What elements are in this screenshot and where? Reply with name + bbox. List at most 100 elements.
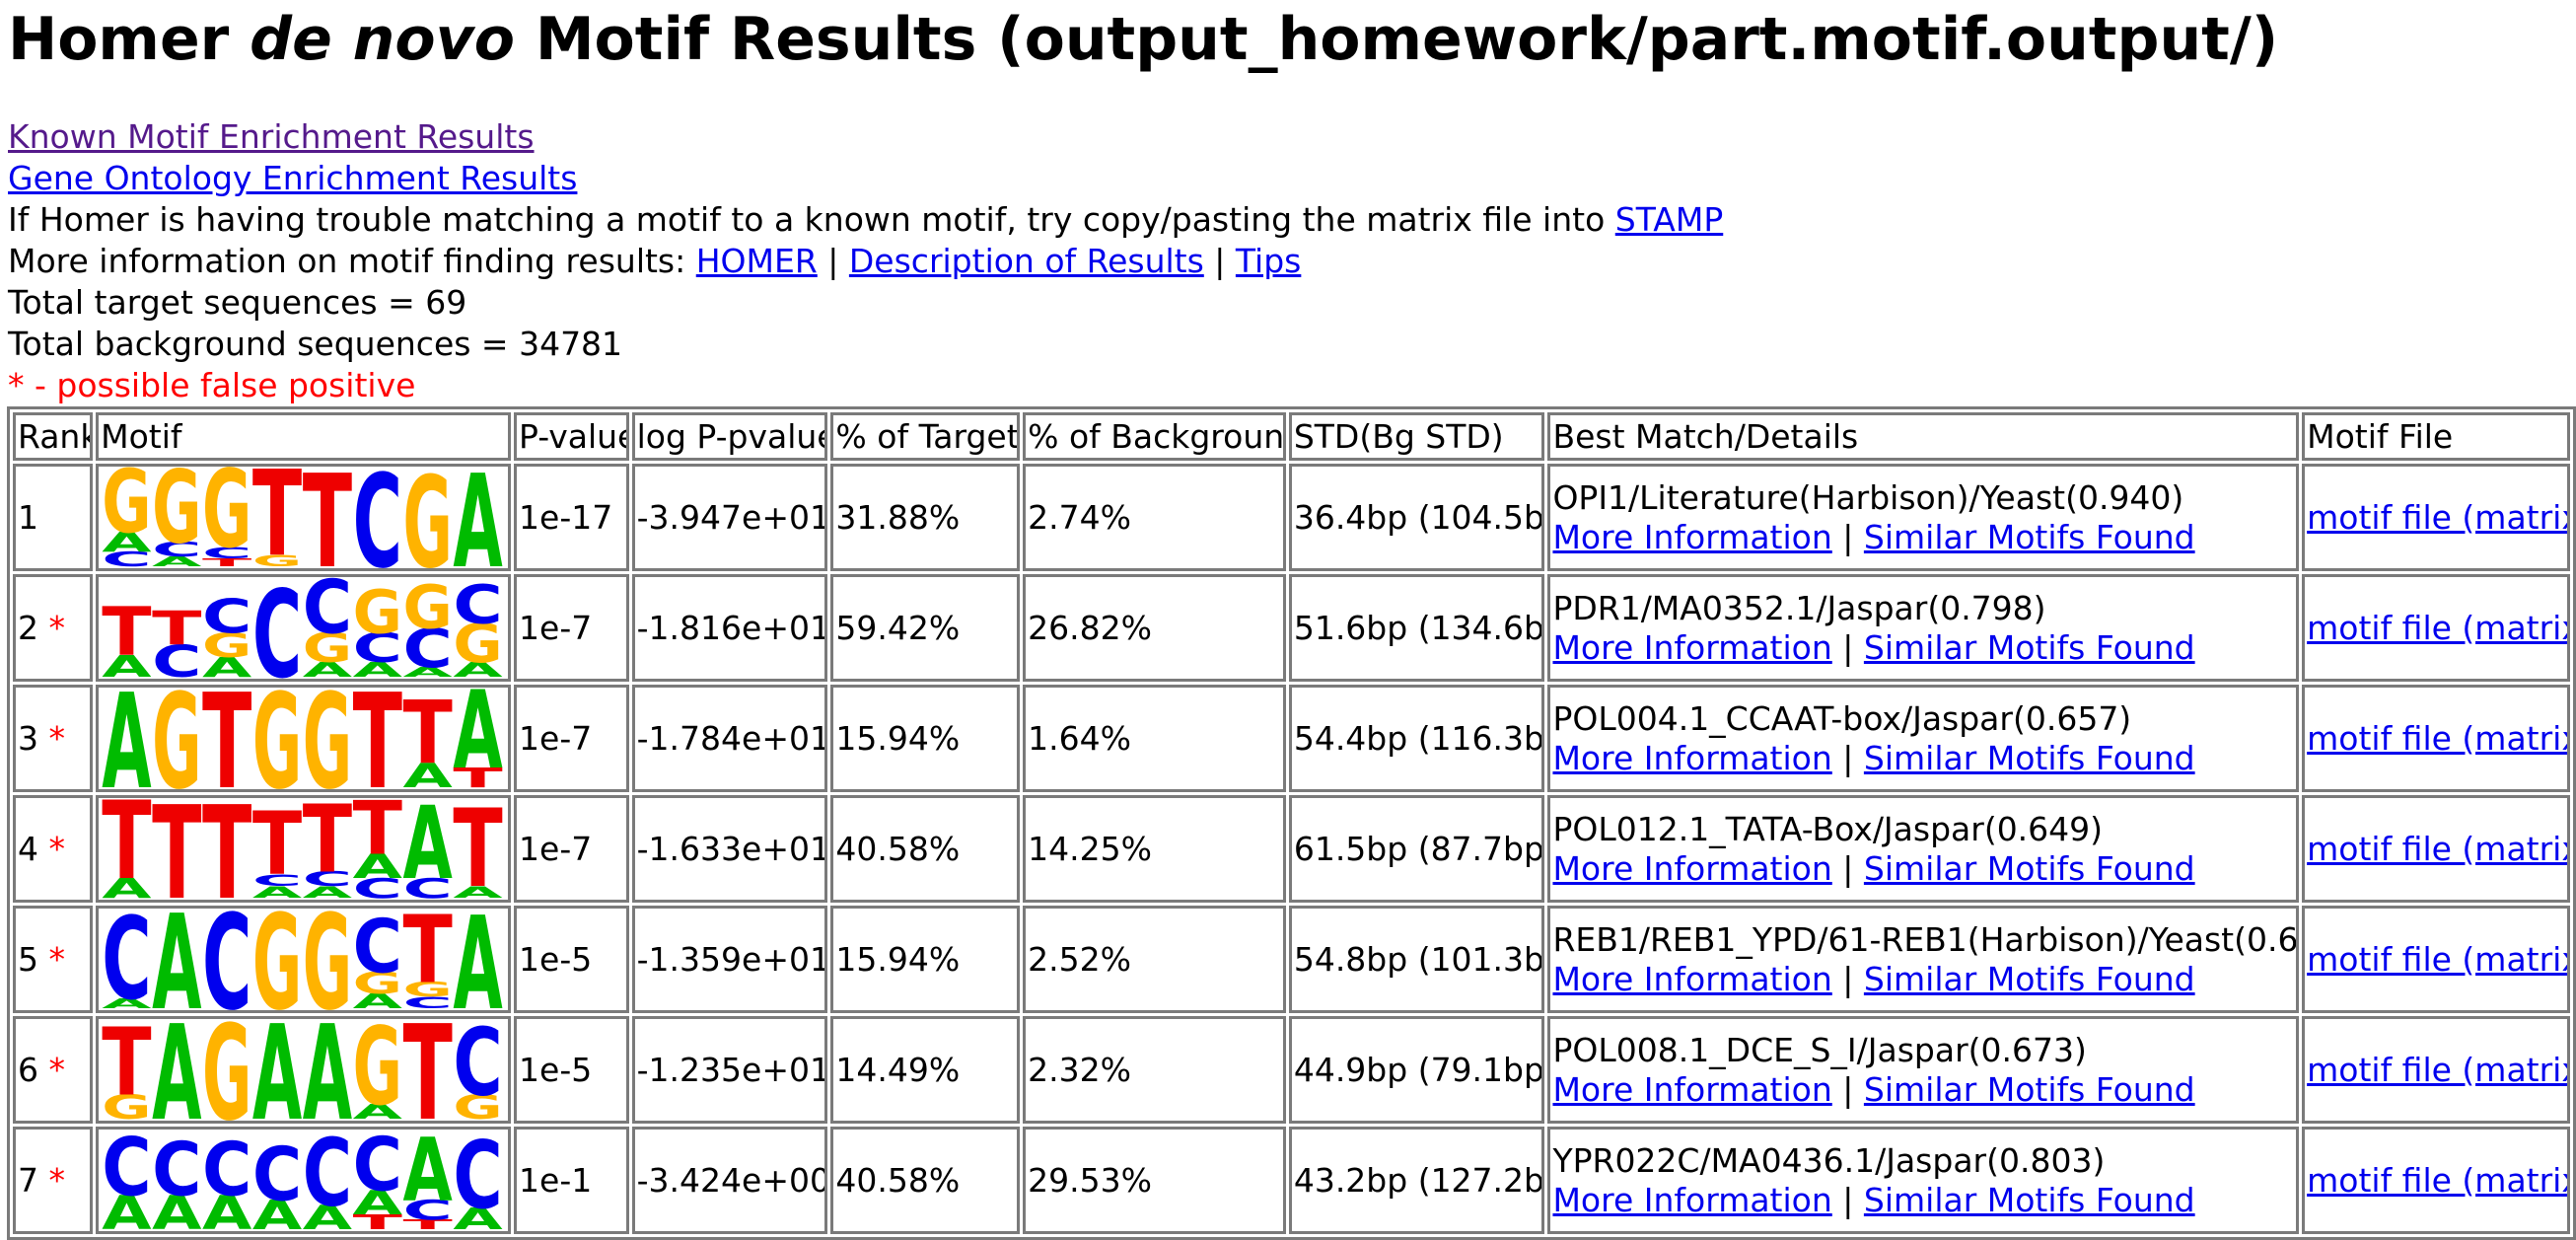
more-information-link[interactable]: More Information xyxy=(1552,517,1832,556)
logo-letter-g: G xyxy=(202,626,251,665)
logo-letter-a: A xyxy=(102,650,152,679)
logo-letter-c: C xyxy=(353,1130,402,1207)
logo-letter-a: A xyxy=(102,873,151,900)
motif-file-cell: motif file (matrix) xyxy=(2302,574,2570,682)
header-std: STD(Bg STD) xyxy=(1288,412,1545,461)
logo-letter-c: C xyxy=(403,1195,453,1226)
logo-letter-t: T xyxy=(454,763,503,789)
logo-letter-a: A xyxy=(252,1019,302,1121)
logo-letter-c: C xyxy=(202,544,251,562)
logo-letter-g: G xyxy=(252,551,302,568)
homer-link[interactable]: HOMER xyxy=(695,242,818,280)
logo-letter-c: C xyxy=(403,873,453,900)
motif-file-link[interactable]: motif file (matrix) xyxy=(2307,1160,2570,1200)
logo-letter-a: A xyxy=(454,658,503,679)
gene-ontology-link[interactable]: Gene Ontology Enrichment Results xyxy=(8,159,578,197)
logo-letter-t: T xyxy=(102,593,152,671)
table-row: 4 * A T T T A C T A C T C A T C A A T 1e-7 -1.633e+01 40.58%… xyxy=(13,795,2570,903)
rank-cell: 1 xyxy=(13,464,94,571)
logo-letter-g: G xyxy=(152,688,201,789)
log-pvalue-cell: -1.784e+01 xyxy=(631,685,828,792)
targets-cell: 40.58% xyxy=(830,795,1021,903)
similar-motifs-link[interactable]: Similar Motifs Found xyxy=(1863,738,2195,777)
rank-cell: 2 * xyxy=(13,574,94,682)
motif-file-link[interactable]: motif file (matrix) xyxy=(2307,829,2570,868)
std-cell: 61.5bp (87.7bp) xyxy=(1288,795,1545,903)
logo-letter-t: T xyxy=(454,798,503,900)
std-cell: 36.4bp (104.5bp) xyxy=(1288,464,1545,571)
more-information-link[interactable]: More Information xyxy=(1552,959,1832,998)
known-motif-link[interactable]: Known Motif Enrichment Results xyxy=(8,117,535,156)
motif-file-link[interactable]: motif file (matrix) xyxy=(2307,939,2570,979)
background-cell: 2.32% xyxy=(1023,1016,1286,1124)
similar-motifs-link[interactable]: Similar Motifs Found xyxy=(1863,848,2195,888)
pvalue-cell: 1e-7 xyxy=(514,574,629,682)
best-match-text: POL008.1_DCE_S_I/Jaspar(0.673) xyxy=(1552,1030,2087,1069)
log-pvalue-cell: -3.947e+01 xyxy=(631,464,828,571)
more-information-link[interactable]: More Information xyxy=(1552,848,1832,888)
std-cell: 51.6bp (134.6bp) xyxy=(1288,574,1545,682)
logo-letter-g: G xyxy=(403,978,453,1001)
logo-letter-c: C xyxy=(252,1131,302,1217)
background-cell: 29.53% xyxy=(1023,1127,1286,1234)
best-match-text: POL012.1_TATA-Box/Jaspar(0.649) xyxy=(1552,809,2104,848)
stamp-line: If Homer is having trouble matching a mo… xyxy=(8,200,1724,239)
motif-file-link[interactable]: motif file (matrix) xyxy=(2307,1050,2570,1089)
logo-letter-c: C xyxy=(454,577,503,636)
logo-letter-c: C xyxy=(102,1130,151,1214)
title-italic: de novo xyxy=(250,5,515,74)
similar-motifs-link[interactable]: Similar Motifs Found xyxy=(1863,1180,2195,1219)
logo-letter-a: A xyxy=(353,1100,402,1121)
logo-letter-g: G xyxy=(454,614,503,676)
rank-cell: 4 * xyxy=(13,795,94,903)
logo-letter-t: T xyxy=(403,909,453,1005)
logo-letter-g: G xyxy=(152,467,201,565)
similar-motifs-link[interactable]: Similar Motifs Found xyxy=(1863,959,2195,998)
more-information-link[interactable]: More Information xyxy=(1552,1180,1832,1219)
logo-letter-t: T xyxy=(403,1019,453,1121)
motif-file-link[interactable]: motif file (matrix) xyxy=(2307,718,2570,758)
logo-letter-g: G xyxy=(303,688,352,789)
logo-letter-a: A xyxy=(102,1186,151,1231)
best-match-cell: POL012.1_TATA-Box/Jaspar(0.649) More Info… xyxy=(1547,795,2300,903)
targets-cell: 15.94% xyxy=(830,685,1021,792)
logo-letter-g: G xyxy=(202,1019,251,1121)
false-positive-note: * - possible false positive xyxy=(8,366,416,404)
rank-cell: 5 * xyxy=(13,906,94,1013)
false-positive-star: * xyxy=(48,1050,66,1089)
similar-motifs-link[interactable]: Similar Motifs Found xyxy=(1863,1069,2195,1109)
motif-file-cell: motif file (matrix) xyxy=(2302,685,2570,792)
table-header-row: Rank Motif P-value log P-pvalue % of Tar… xyxy=(13,412,2570,461)
best-match-text: OPI1/Literature(Harbison)/Yeast(0.940) xyxy=(1552,477,2184,517)
logo-letter-c: C xyxy=(202,909,251,1010)
logo-letter-t: T xyxy=(152,601,202,656)
logo-letter-g: G xyxy=(102,467,151,553)
motif-file-link[interactable]: motif file (matrix) xyxy=(2307,497,2570,537)
more-information-link[interactable]: More Information xyxy=(1552,1069,1832,1109)
similar-motifs-link[interactable]: Similar Motifs Found xyxy=(1863,627,2195,667)
best-match-text: PDR1/MA0352.1/Jaspar(0.798) xyxy=(1552,588,2046,627)
motif-file-link[interactable]: motif file (matrix) xyxy=(2307,608,2570,647)
header-motif-file: Motif File xyxy=(2302,412,2570,461)
std-cell: 54.8bp (101.3bp) xyxy=(1288,906,1545,1013)
logo-letter-c: C xyxy=(202,1130,251,1212)
pvalue-cell: 1e-5 xyxy=(514,906,629,1013)
tips-link[interactable]: Tips xyxy=(1235,242,1302,280)
motif-results-table: Rank Motif P-value log P-pvalue % of Tar… xyxy=(7,406,2576,1240)
more-information-link[interactable]: More Information xyxy=(1552,738,1832,777)
pvalue-cell: 1e-7 xyxy=(514,685,629,792)
logo-letter-c: C xyxy=(353,909,402,989)
logo-letter-a: A xyxy=(303,883,353,900)
motif-file-cell: motif file (matrix) xyxy=(2302,464,2570,571)
similar-motifs-link[interactable]: Similar Motifs Found xyxy=(1863,517,2195,556)
logo-letter-a: A xyxy=(403,665,453,679)
description-link[interactable]: Description of Results xyxy=(848,242,1204,280)
best-match-cell: POL004.1_CCAAT-box/Jaspar(0.657) More Inf… xyxy=(1547,685,2300,792)
more-information-link[interactable]: More Information xyxy=(1552,627,1832,667)
stamp-link[interactable]: STAMP xyxy=(1614,200,1724,239)
logo-letter-g: G xyxy=(202,467,251,568)
logo-letter-g: G xyxy=(252,909,302,1010)
logo-letter-t: T xyxy=(102,1019,151,1118)
